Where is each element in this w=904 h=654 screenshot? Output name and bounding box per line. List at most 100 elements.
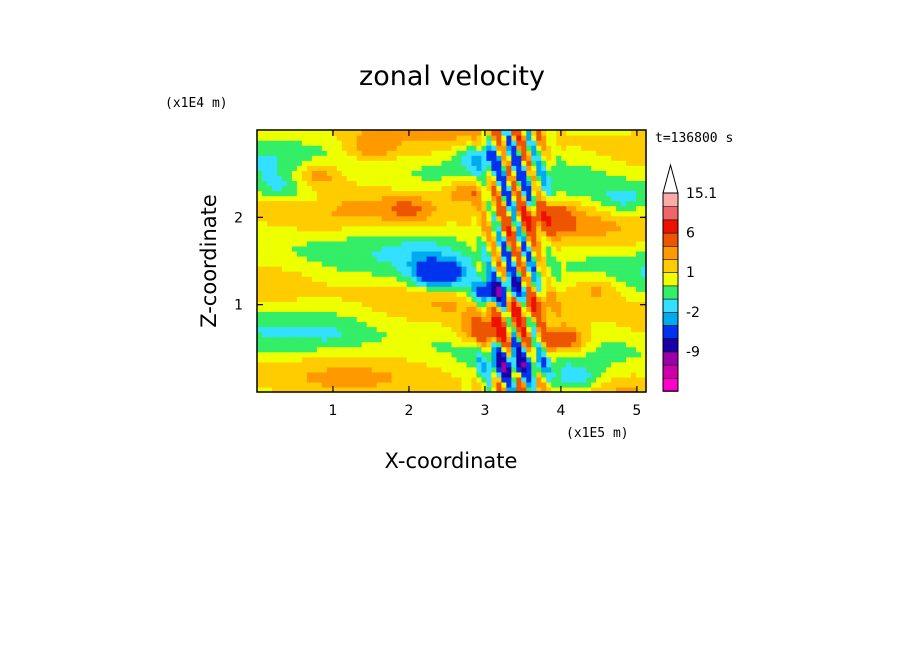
field-cell <box>506 190 512 197</box>
field-cell <box>581 190 587 197</box>
field-cell <box>406 175 413 181</box>
field-cell <box>421 160 428 166</box>
field-cell <box>326 346 333 353</box>
field-cell <box>281 291 288 297</box>
x-scale-label: (x1E5 m) <box>566 426 629 441</box>
field-cell <box>351 160 358 166</box>
field-cell <box>271 361 278 368</box>
field-cell <box>486 225 492 232</box>
field-cell <box>266 301 273 307</box>
field-cell <box>441 175 448 181</box>
field-cell <box>626 316 632 323</box>
field-cell <box>566 185 572 192</box>
field-cell <box>361 255 368 262</box>
field-cell <box>516 230 522 237</box>
field-cell <box>396 220 403 227</box>
field-cell <box>321 175 328 181</box>
field-cell <box>336 386 343 393</box>
field-cell <box>566 311 572 318</box>
field-cell <box>281 180 288 187</box>
field-cell <box>431 245 438 252</box>
field-cell <box>611 220 617 227</box>
field-cell <box>356 250 363 257</box>
field-cell <box>626 361 632 368</box>
field-cell <box>321 150 328 156</box>
field-cell <box>476 205 483 212</box>
field-cell <box>416 145 423 151</box>
field-cell <box>641 195 647 202</box>
field-cell <box>436 150 443 156</box>
field-cell <box>561 180 567 187</box>
field-cell <box>401 301 408 307</box>
field-cell <box>261 381 268 388</box>
field-cell <box>406 351 413 358</box>
field-cell <box>396 366 403 373</box>
field-cell <box>281 351 288 358</box>
field-cell <box>546 170 552 176</box>
field-cell <box>481 386 488 393</box>
field-cell <box>521 150 527 156</box>
field-cell <box>611 225 617 232</box>
field-cell <box>596 291 602 297</box>
field-cell <box>366 346 373 353</box>
field-cell <box>511 271 517 277</box>
field-cell <box>316 306 323 312</box>
field-cell <box>621 235 627 242</box>
field-cell <box>541 180 547 187</box>
field-cell <box>271 386 278 393</box>
field-cell <box>611 266 617 272</box>
field-cell <box>351 351 358 358</box>
field-cell <box>526 135 532 141</box>
field-cell <box>531 366 537 373</box>
field-cell <box>316 190 323 197</box>
field-cell <box>361 261 368 267</box>
field-cell <box>306 346 313 353</box>
field-cell <box>356 225 363 232</box>
field-cell <box>606 316 612 323</box>
field-cell <box>336 210 343 217</box>
field-cell <box>366 286 373 292</box>
field-cell <box>386 351 393 358</box>
field-cell <box>536 356 542 363</box>
field-cell <box>486 281 492 287</box>
field-cell <box>591 155 597 161</box>
field-cell <box>441 301 448 307</box>
field-cell <box>311 301 318 307</box>
field-cell <box>431 346 438 353</box>
field-cell <box>611 130 617 136</box>
field-cell <box>551 150 557 156</box>
field-cell <box>311 150 318 156</box>
field-cell <box>286 220 293 227</box>
field-cell <box>301 230 308 237</box>
field-cell <box>396 346 403 353</box>
field-cell <box>631 291 637 297</box>
field-cell <box>581 261 587 267</box>
field-cell <box>521 250 527 257</box>
field-cell <box>606 250 612 257</box>
field-cell <box>521 381 527 388</box>
field-cell <box>431 155 438 161</box>
field-cell <box>366 261 373 267</box>
field-cell <box>456 271 463 277</box>
field-cell <box>531 386 537 393</box>
field-cell <box>471 271 478 277</box>
field-cell <box>461 180 468 187</box>
field-cell <box>441 150 448 156</box>
field-cell <box>601 301 607 307</box>
field-cell <box>326 321 333 328</box>
y-scale-label: (x1E4 m) <box>165 96 228 111</box>
field-cell <box>551 245 557 252</box>
field-cell <box>446 361 453 368</box>
field-cell <box>456 250 463 257</box>
field-cell <box>391 215 398 222</box>
field-cell <box>316 215 323 222</box>
field-cell <box>431 366 438 373</box>
field-cell <box>581 255 587 262</box>
field-cell <box>591 286 597 292</box>
field-cell <box>351 271 358 277</box>
field-cell <box>257 185 263 192</box>
field-cell <box>326 286 333 292</box>
field-cell <box>431 220 438 227</box>
field-cell <box>521 341 527 348</box>
field-cell <box>281 326 288 333</box>
